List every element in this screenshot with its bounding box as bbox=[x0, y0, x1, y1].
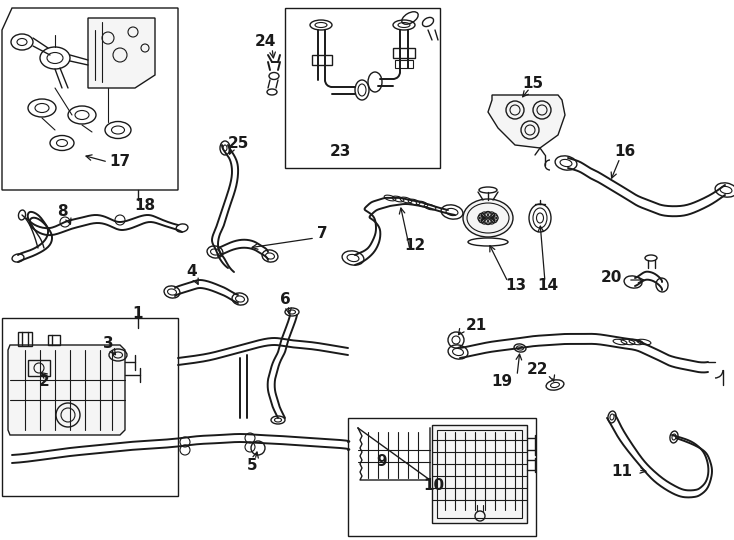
Bar bbox=[395, 60, 413, 68]
Bar bbox=[348, 418, 536, 536]
Polygon shape bbox=[488, 95, 565, 148]
Polygon shape bbox=[8, 345, 125, 435]
Text: 21: 21 bbox=[466, 318, 487, 333]
Text: 16: 16 bbox=[614, 145, 636, 159]
Bar bbox=[285, 8, 440, 168]
Bar bbox=[437, 430, 522, 518]
Text: 14: 14 bbox=[537, 278, 559, 293]
Text: 4: 4 bbox=[186, 265, 197, 280]
Bar bbox=[18, 332, 32, 346]
Text: 25: 25 bbox=[228, 136, 249, 151]
Text: 3: 3 bbox=[103, 336, 113, 352]
Text: 23: 23 bbox=[330, 145, 351, 159]
Text: 11: 11 bbox=[611, 464, 632, 480]
Text: 15: 15 bbox=[523, 76, 544, 91]
Bar bbox=[48, 335, 60, 345]
Text: 9: 9 bbox=[377, 455, 388, 469]
Ellipse shape bbox=[463, 199, 513, 237]
Text: 13: 13 bbox=[506, 278, 526, 293]
Text: 1: 1 bbox=[133, 306, 143, 321]
Bar bbox=[28, 360, 50, 376]
Text: 24: 24 bbox=[254, 35, 276, 50]
Text: 6: 6 bbox=[280, 292, 291, 307]
Bar bbox=[393, 48, 415, 58]
Text: 2: 2 bbox=[39, 375, 49, 389]
Text: 12: 12 bbox=[404, 238, 426, 253]
Text: 22: 22 bbox=[526, 362, 548, 377]
Text: 19: 19 bbox=[491, 375, 512, 389]
Text: 5: 5 bbox=[247, 458, 258, 474]
Bar bbox=[2, 318, 178, 496]
Text: 10: 10 bbox=[424, 477, 445, 492]
Text: 7: 7 bbox=[316, 226, 327, 240]
Text: 8: 8 bbox=[57, 205, 68, 219]
Text: 20: 20 bbox=[600, 271, 622, 286]
Text: 17: 17 bbox=[109, 154, 131, 170]
Bar bbox=[312, 55, 332, 65]
Polygon shape bbox=[88, 18, 155, 88]
Bar bbox=[432, 425, 527, 523]
Text: 18: 18 bbox=[134, 198, 156, 213]
